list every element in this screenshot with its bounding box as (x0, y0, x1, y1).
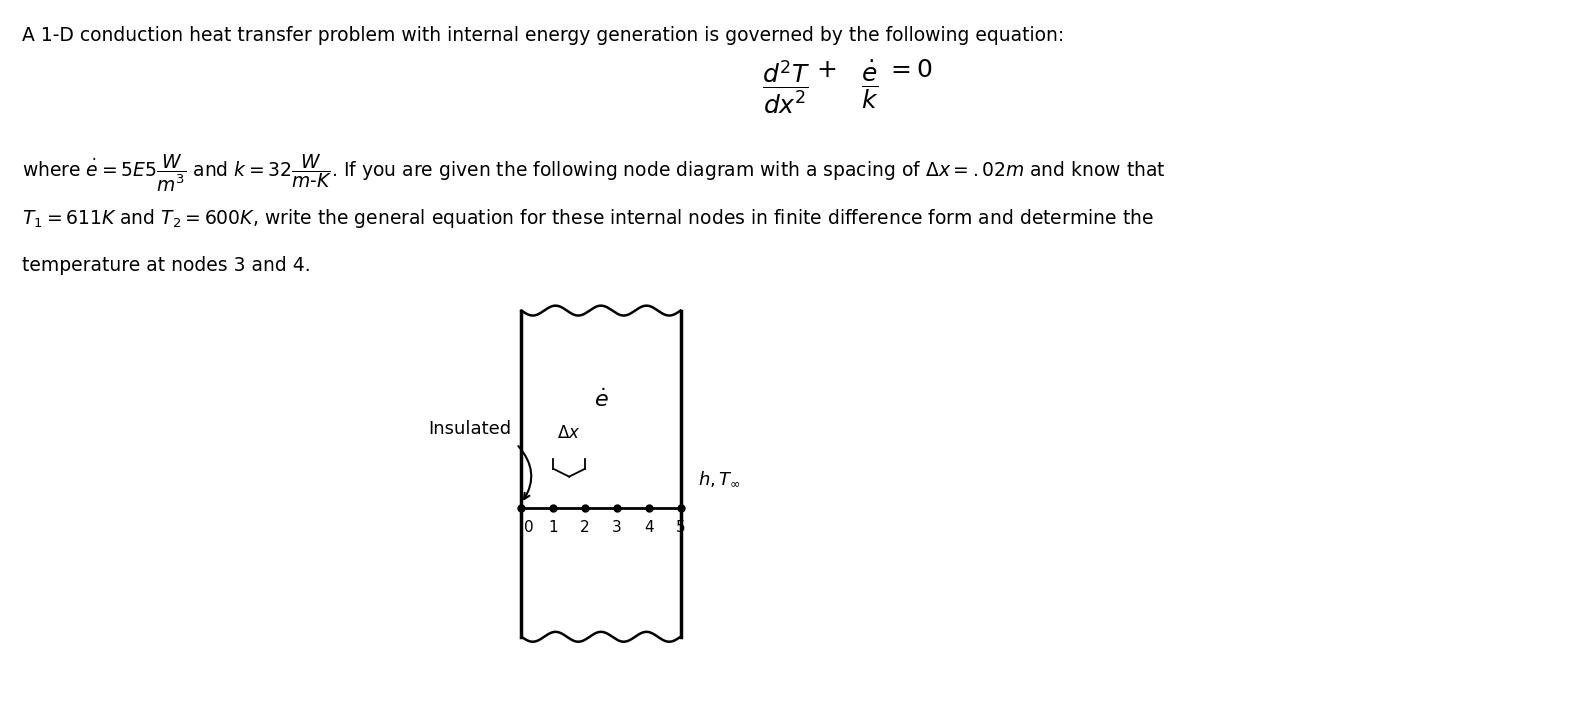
Text: 5: 5 (676, 520, 686, 535)
Text: where $\dot{e} = 5E5\dfrac{W}{m^3}$ and $k = 32\dfrac{W}{m\text{-}K}$. If you ar: where $\dot{e} = 5E5\dfrac{W}{m^3}$ and … (22, 152, 1166, 193)
Text: 4: 4 (643, 520, 653, 535)
Text: 0: 0 (524, 520, 533, 535)
Text: $= 0$: $= 0$ (886, 58, 933, 82)
Text: 1: 1 (549, 520, 558, 535)
Text: 2: 2 (580, 520, 590, 535)
Text: $\Delta x$: $\Delta x$ (557, 424, 580, 442)
Text: 3: 3 (612, 520, 621, 535)
Text: A 1-D conduction heat transfer problem with internal energy generation is govern: A 1-D conduction heat transfer problem w… (22, 26, 1065, 45)
Text: $+$: $+$ (816, 58, 835, 82)
Text: $h, T_{\infty}$: $h, T_{\infty}$ (698, 469, 741, 488)
Text: $\dfrac{\dot{e}}{k}$: $\dfrac{\dot{e}}{k}$ (860, 58, 878, 111)
Text: $\dfrac{d^2T}{dx^2}$: $\dfrac{d^2T}{dx^2}$ (761, 58, 810, 116)
Text: $\dot{e}$: $\dot{e}$ (593, 388, 609, 411)
Text: temperature at nodes 3 and 4.: temperature at nodes 3 and 4. (22, 256, 311, 275)
Text: $T_1 = 611K$ and $T_2 = 600K$, write the general equation for these internal nod: $T_1 = 611K$ and $T_2 = 600K$, write the… (22, 206, 1155, 230)
Text: Insulated: Insulated (428, 420, 511, 438)
